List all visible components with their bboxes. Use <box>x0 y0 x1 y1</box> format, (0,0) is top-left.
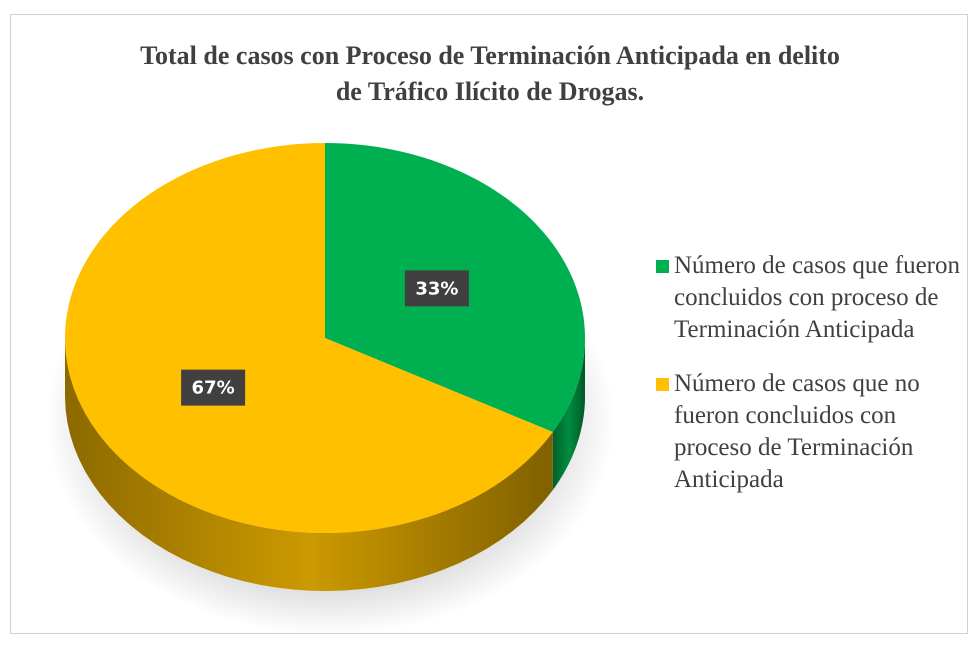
legend: Número de casos que fueron concluidos co… <box>656 250 971 518</box>
legend-swatch <box>656 260 669 273</box>
legend-entry: Número de casos que fueron concluidos co… <box>656 250 971 346</box>
data-label: 67% <box>192 378 235 399</box>
chart-frame <box>10 14 968 634</box>
legend-entry: Número de casos que no fueron concluidos… <box>656 368 971 496</box>
data-label: 33% <box>415 278 458 299</box>
slice-side-shade <box>552 338 585 490</box>
slice <box>64 143 553 533</box>
slice-side-shade <box>65 338 553 591</box>
legend-label: Número de casos que no fueron concluidos… <box>674 370 920 493</box>
data-label-box <box>404 270 469 307</box>
chart-title: Total de casos con Proceso de Terminació… <box>140 41 840 106</box>
legend-label: Número de casos que fueron concluidos co… <box>674 252 961 343</box>
data-label-box <box>181 369 246 406</box>
legend-swatch <box>656 378 669 391</box>
